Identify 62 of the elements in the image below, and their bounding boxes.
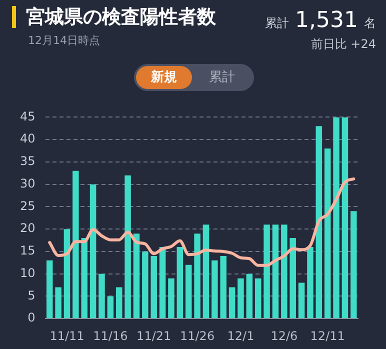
- bar: [307, 246, 314, 318]
- bar: [124, 175, 131, 318]
- bar: [185, 264, 192, 318]
- bar: [168, 278, 174, 318]
- bar: [220, 256, 226, 318]
- x-tick-label: 11/21: [136, 328, 172, 343]
- text: 累計: [265, 15, 290, 32]
- bar: [64, 229, 70, 318]
- bar: [107, 296, 114, 318]
- x-tick-label: 11/26: [180, 328, 215, 343]
- bar: [55, 287, 62, 318]
- y-tick-label: 10: [20, 266, 36, 280]
- x-tick-label: 12/1: [227, 328, 254, 343]
- bar: [333, 117, 340, 318]
- y-tick-label: 35: [20, 154, 36, 168]
- x-tick-label: 12/6: [270, 328, 298, 343]
- chart-title: 宮城県の検査陽性者数: [26, 5, 216, 30]
- text: 累計: [208, 69, 236, 87]
- bar: [272, 224, 279, 318]
- bar: [176, 246, 184, 318]
- bar: [202, 224, 210, 318]
- bar: [238, 278, 244, 318]
- bar: [46, 260, 53, 318]
- text: 前日比 +24: [310, 36, 376, 53]
- bar: [90, 184, 96, 318]
- text: 名: [364, 15, 376, 32]
- line-series: [48, 177, 356, 267]
- bar: [72, 170, 79, 318]
- bar: [324, 148, 331, 318]
- bar: [350, 211, 357, 318]
- bar: [316, 126, 322, 318]
- bar: [298, 282, 305, 318]
- bar: [116, 287, 122, 318]
- y-tick-label: 25: [20, 198, 36, 213]
- bar: [264, 224, 270, 318]
- bar: [159, 246, 166, 318]
- bar: [254, 278, 262, 318]
- bar: [228, 287, 236, 318]
- x-tick-label: 11/11: [50, 328, 84, 343]
- chart-subtitle: 12月14日時点: [28, 33, 100, 48]
- bar: [212, 260, 218, 318]
- bar: [98, 274, 105, 318]
- bar: [246, 274, 253, 318]
- bar: [281, 224, 288, 318]
- text: 新規: [136, 66, 192, 89]
- x-tick-label: 11/16: [93, 328, 128, 343]
- text: 1,531: [295, 8, 358, 33]
- bar: [194, 234, 200, 318]
- y-tick-label: 45: [20, 109, 36, 124]
- bar: [290, 238, 296, 318]
- bar: [81, 238, 88, 318]
- bar: [142, 251, 148, 318]
- y-tick-label: 30: [20, 176, 36, 190]
- y-tick-label: 0: [28, 310, 36, 325]
- y-tick-label: 40: [20, 132, 36, 146]
- y-tick-label: 5: [28, 288, 36, 302]
- y-tick-label: 20: [20, 221, 36, 236]
- bar: [150, 256, 157, 318]
- bar: [342, 117, 348, 318]
- x-tick-label: 12/11: [310, 328, 345, 343]
- bar: [133, 234, 140, 318]
- y-tick-label: 15: [20, 244, 36, 258]
